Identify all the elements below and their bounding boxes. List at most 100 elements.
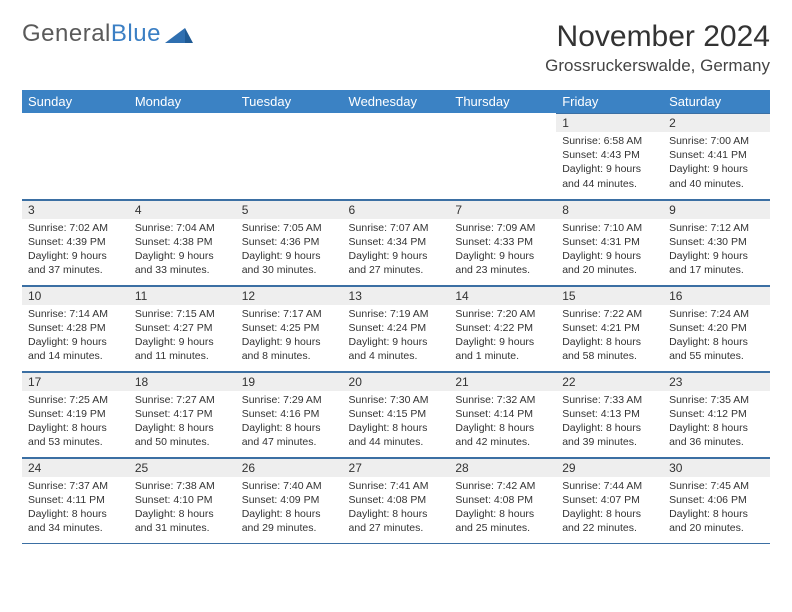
day-info: Sunrise: 6:58 AMSunset: 4:43 PMDaylight:… xyxy=(556,132,663,195)
day-info: Sunrise: 7:44 AMSunset: 4:07 PMDaylight:… xyxy=(556,477,663,540)
day-cell: 27Sunrise: 7:41 AMSunset: 4:08 PMDayligh… xyxy=(343,457,450,543)
day-info: Sunrise: 7:45 AMSunset: 4:06 PMDaylight:… xyxy=(663,477,770,540)
day-info: Sunrise: 7:02 AMSunset: 4:39 PMDaylight:… xyxy=(22,219,129,282)
logo: GeneralBlue xyxy=(22,20,193,48)
day-info: Sunrise: 7:04 AMSunset: 4:38 PMDaylight:… xyxy=(129,219,236,282)
day-info: Sunrise: 7:05 AMSunset: 4:36 PMDaylight:… xyxy=(236,219,343,282)
day-info: Sunrise: 7:40 AMSunset: 4:09 PMDaylight:… xyxy=(236,477,343,540)
day-info: Sunrise: 7:12 AMSunset: 4:30 PMDaylight:… xyxy=(663,219,770,282)
calendar-table: SundayMondayTuesdayWednesdayThursdayFrid… xyxy=(22,90,770,544)
day-header: Tuesday xyxy=(236,90,343,113)
day-number: 20 xyxy=(343,372,450,391)
day-number: 23 xyxy=(663,372,770,391)
day-number: 19 xyxy=(236,372,343,391)
day-info: Sunrise: 7:42 AMSunset: 4:08 PMDaylight:… xyxy=(449,477,556,540)
day-cell: 13Sunrise: 7:19 AMSunset: 4:24 PMDayligh… xyxy=(343,285,450,371)
day-cell: 9Sunrise: 7:12 AMSunset: 4:30 PMDaylight… xyxy=(663,199,770,285)
day-header: Wednesday xyxy=(343,90,450,113)
day-number: 22 xyxy=(556,372,663,391)
day-header: Sunday xyxy=(22,90,129,113)
day-cell: 11Sunrise: 7:15 AMSunset: 4:27 PMDayligh… xyxy=(129,285,236,371)
day-info: Sunrise: 7:17 AMSunset: 4:25 PMDaylight:… xyxy=(236,305,343,368)
day-number: 25 xyxy=(129,458,236,477)
day-cell: 26Sunrise: 7:40 AMSunset: 4:09 PMDayligh… xyxy=(236,457,343,543)
day-number: 28 xyxy=(449,458,556,477)
day-cell: 18Sunrise: 7:27 AMSunset: 4:17 PMDayligh… xyxy=(129,371,236,457)
day-info: Sunrise: 7:22 AMSunset: 4:21 PMDaylight:… xyxy=(556,305,663,368)
day-number: 6 xyxy=(343,200,450,219)
day-cell: 8Sunrise: 7:10 AMSunset: 4:31 PMDaylight… xyxy=(556,199,663,285)
day-header: Thursday xyxy=(449,90,556,113)
day-cell: 14Sunrise: 7:20 AMSunset: 4:22 PMDayligh… xyxy=(449,285,556,371)
day-number: 2 xyxy=(663,113,770,132)
day-number: 26 xyxy=(236,458,343,477)
day-info: Sunrise: 7:25 AMSunset: 4:19 PMDaylight:… xyxy=(22,391,129,454)
day-number: 16 xyxy=(663,286,770,305)
day-info: Sunrise: 7:29 AMSunset: 4:16 PMDaylight:… xyxy=(236,391,343,454)
day-cell: 3Sunrise: 7:02 AMSunset: 4:39 PMDaylight… xyxy=(22,199,129,285)
day-header: Saturday xyxy=(663,90,770,113)
day-info: Sunrise: 7:37 AMSunset: 4:11 PMDaylight:… xyxy=(22,477,129,540)
day-number: 21 xyxy=(449,372,556,391)
week-row: 3Sunrise: 7:02 AMSunset: 4:39 PMDaylight… xyxy=(22,199,770,285)
day-info: Sunrise: 7:10 AMSunset: 4:31 PMDaylight:… xyxy=(556,219,663,282)
day-info: Sunrise: 7:20 AMSunset: 4:22 PMDaylight:… xyxy=(449,305,556,368)
day-cell: 2Sunrise: 7:00 AMSunset: 4:41 PMDaylight… xyxy=(663,113,770,199)
day-number: 17 xyxy=(22,372,129,391)
day-number: 9 xyxy=(663,200,770,219)
day-number: 24 xyxy=(22,458,129,477)
calendar-body: 1Sunrise: 6:58 AMSunset: 4:43 PMDaylight… xyxy=(22,113,770,543)
day-cell: 7Sunrise: 7:09 AMSunset: 4:33 PMDaylight… xyxy=(449,199,556,285)
day-cell: 30Sunrise: 7:45 AMSunset: 4:06 PMDayligh… xyxy=(663,457,770,543)
day-cell: 17Sunrise: 7:25 AMSunset: 4:19 PMDayligh… xyxy=(22,371,129,457)
day-number: 27 xyxy=(343,458,450,477)
day-header: Monday xyxy=(129,90,236,113)
day-cell xyxy=(449,113,556,199)
day-number: 7 xyxy=(449,200,556,219)
day-info: Sunrise: 7:07 AMSunset: 4:34 PMDaylight:… xyxy=(343,219,450,282)
day-cell: 29Sunrise: 7:44 AMSunset: 4:07 PMDayligh… xyxy=(556,457,663,543)
day-info: Sunrise: 7:14 AMSunset: 4:28 PMDaylight:… xyxy=(22,305,129,368)
day-number: 4 xyxy=(129,200,236,219)
day-cell: 1Sunrise: 6:58 AMSunset: 4:43 PMDaylight… xyxy=(556,113,663,199)
day-info: Sunrise: 7:38 AMSunset: 4:10 PMDaylight:… xyxy=(129,477,236,540)
title-block: November 2024 Grossruckerswalde, Germany xyxy=(545,20,770,76)
day-cell: 5Sunrise: 7:05 AMSunset: 4:36 PMDaylight… xyxy=(236,199,343,285)
month-title: November 2024 xyxy=(545,20,770,54)
day-number: 12 xyxy=(236,286,343,305)
day-cell xyxy=(236,113,343,199)
day-cell: 24Sunrise: 7:37 AMSunset: 4:11 PMDayligh… xyxy=(22,457,129,543)
day-cell: 23Sunrise: 7:35 AMSunset: 4:12 PMDayligh… xyxy=(663,371,770,457)
day-info: Sunrise: 7:30 AMSunset: 4:15 PMDaylight:… xyxy=(343,391,450,454)
day-number: 11 xyxy=(129,286,236,305)
day-info: Sunrise: 7:00 AMSunset: 4:41 PMDaylight:… xyxy=(663,132,770,195)
location: Grossruckerswalde, Germany xyxy=(545,56,770,76)
calendar-header-row: SundayMondayTuesdayWednesdayThursdayFrid… xyxy=(22,90,770,113)
day-cell: 4Sunrise: 7:04 AMSunset: 4:38 PMDaylight… xyxy=(129,199,236,285)
day-header: Friday xyxy=(556,90,663,113)
week-row: 10Sunrise: 7:14 AMSunset: 4:28 PMDayligh… xyxy=(22,285,770,371)
day-info: Sunrise: 7:35 AMSunset: 4:12 PMDaylight:… xyxy=(663,391,770,454)
day-cell: 12Sunrise: 7:17 AMSunset: 4:25 PMDayligh… xyxy=(236,285,343,371)
week-row: 1Sunrise: 6:58 AMSunset: 4:43 PMDaylight… xyxy=(22,113,770,199)
day-cell xyxy=(129,113,236,199)
day-cell: 21Sunrise: 7:32 AMSunset: 4:14 PMDayligh… xyxy=(449,371,556,457)
day-info: Sunrise: 7:24 AMSunset: 4:20 PMDaylight:… xyxy=(663,305,770,368)
day-cell: 28Sunrise: 7:42 AMSunset: 4:08 PMDayligh… xyxy=(449,457,556,543)
day-cell: 15Sunrise: 7:22 AMSunset: 4:21 PMDayligh… xyxy=(556,285,663,371)
day-cell: 22Sunrise: 7:33 AMSunset: 4:13 PMDayligh… xyxy=(556,371,663,457)
day-number: 30 xyxy=(663,458,770,477)
day-info: Sunrise: 7:33 AMSunset: 4:13 PMDaylight:… xyxy=(556,391,663,454)
day-info: Sunrise: 7:41 AMSunset: 4:08 PMDaylight:… xyxy=(343,477,450,540)
day-cell xyxy=(343,113,450,199)
day-number: 1 xyxy=(556,113,663,132)
day-info: Sunrise: 7:19 AMSunset: 4:24 PMDaylight:… xyxy=(343,305,450,368)
day-number: 8 xyxy=(556,200,663,219)
day-cell: 6Sunrise: 7:07 AMSunset: 4:34 PMDaylight… xyxy=(343,199,450,285)
day-cell: 19Sunrise: 7:29 AMSunset: 4:16 PMDayligh… xyxy=(236,371,343,457)
day-number: 5 xyxy=(236,200,343,219)
day-cell: 20Sunrise: 7:30 AMSunset: 4:15 PMDayligh… xyxy=(343,371,450,457)
day-number: 18 xyxy=(129,372,236,391)
day-info: Sunrise: 7:32 AMSunset: 4:14 PMDaylight:… xyxy=(449,391,556,454)
day-cell: 25Sunrise: 7:38 AMSunset: 4:10 PMDayligh… xyxy=(129,457,236,543)
